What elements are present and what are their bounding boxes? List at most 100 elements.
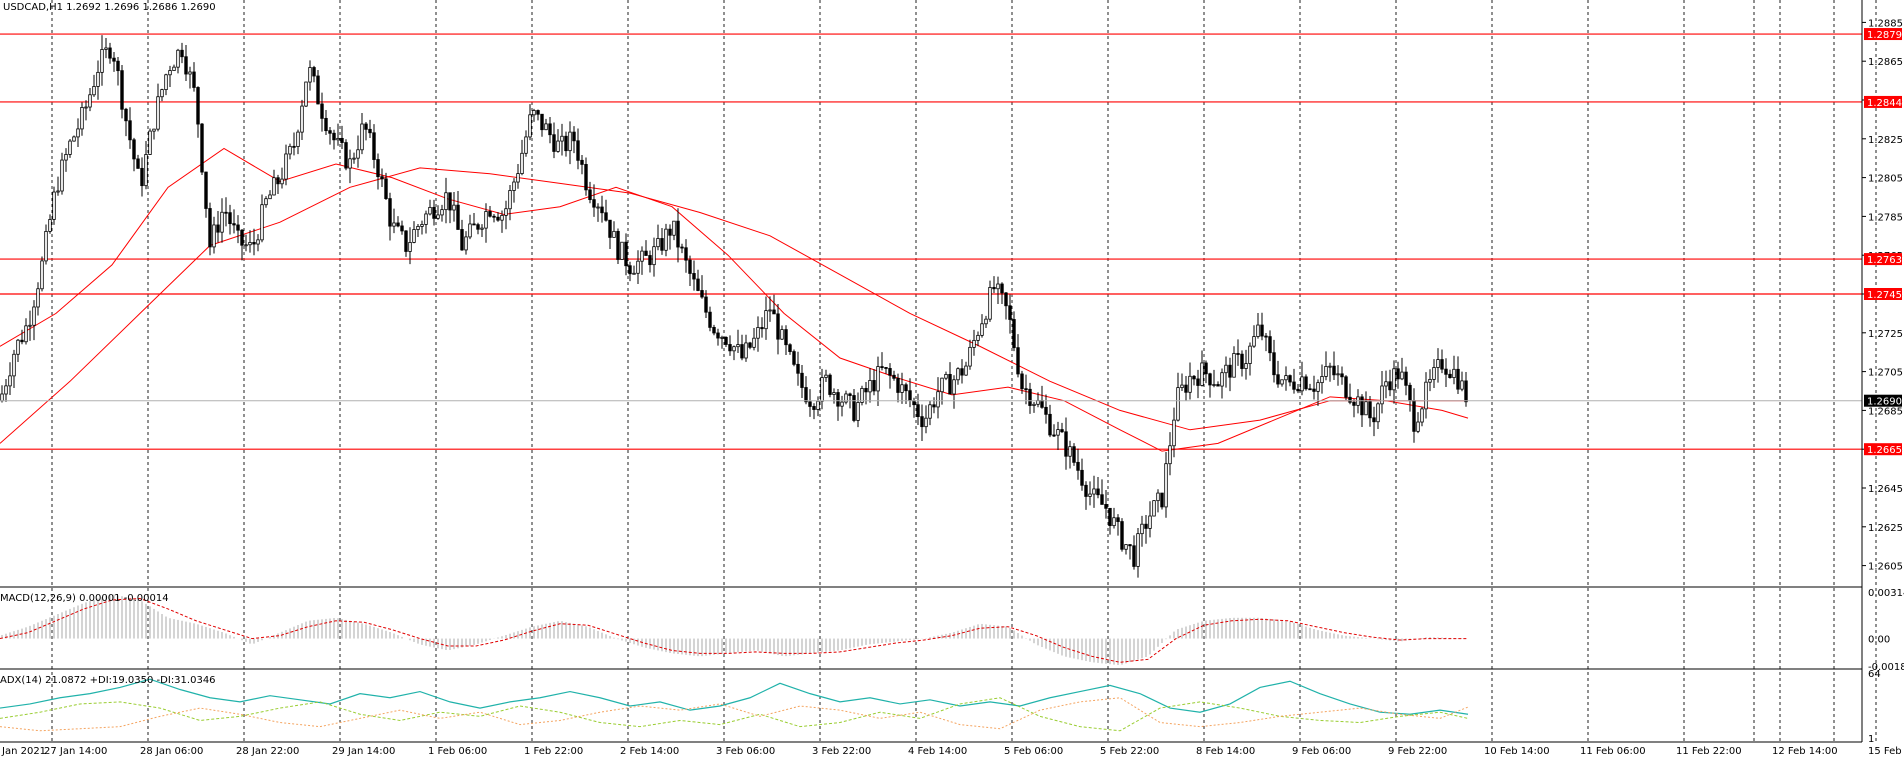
candle[interactable] bbox=[88, 87, 92, 112]
candle[interactable] bbox=[1240, 350, 1244, 377]
candle[interactable] bbox=[1444, 358, 1448, 387]
candle[interactable] bbox=[196, 86, 200, 138]
candle[interactable] bbox=[76, 118, 80, 147]
candle[interactable] bbox=[244, 234, 248, 252]
candle[interactable] bbox=[648, 250, 652, 273]
candle[interactable] bbox=[140, 157, 144, 197]
candle[interactable] bbox=[72, 135, 76, 142]
candle[interactable] bbox=[540, 113, 544, 137]
candle[interactable] bbox=[784, 325, 788, 356]
candle[interactable] bbox=[144, 140, 148, 190]
candle[interactable] bbox=[612, 221, 616, 238]
candle[interactable] bbox=[732, 345, 736, 361]
candle[interactable] bbox=[116, 57, 120, 86]
candle[interactable] bbox=[56, 176, 60, 196]
candle[interactable] bbox=[360, 113, 364, 155]
candle[interactable] bbox=[8, 362, 12, 396]
candle[interactable] bbox=[1256, 312, 1260, 339]
candle[interactable] bbox=[268, 190, 272, 200]
candle[interactable] bbox=[600, 195, 604, 223]
candle[interactable] bbox=[1364, 391, 1368, 416]
candle[interactable] bbox=[876, 356, 880, 406]
candle[interactable] bbox=[1044, 394, 1048, 424]
candle[interactable] bbox=[1244, 349, 1248, 380]
candle[interactable] bbox=[1048, 404, 1052, 438]
candle[interactable] bbox=[684, 239, 688, 273]
candle[interactable] bbox=[1008, 294, 1012, 334]
candle[interactable] bbox=[1288, 374, 1292, 387]
candle[interactable] bbox=[1200, 350, 1204, 387]
candle[interactable] bbox=[1300, 361, 1304, 396]
candle[interactable] bbox=[1120, 518, 1124, 552]
candle[interactable] bbox=[1180, 373, 1184, 391]
candle[interactable] bbox=[1332, 351, 1336, 380]
candle[interactable] bbox=[160, 88, 164, 102]
candle[interactable] bbox=[1432, 359, 1436, 388]
candle[interactable] bbox=[1224, 356, 1228, 388]
candle[interactable] bbox=[112, 52, 116, 72]
candle[interactable] bbox=[404, 230, 408, 257]
candle[interactable] bbox=[212, 216, 216, 254]
candle[interactable] bbox=[260, 194, 264, 243]
candle[interactable] bbox=[896, 373, 900, 403]
candle[interactable] bbox=[1116, 514, 1120, 536]
candle[interactable] bbox=[752, 328, 756, 351]
candle[interactable] bbox=[356, 135, 360, 168]
adx-panel[interactable] bbox=[0, 678, 1469, 732]
candle[interactable] bbox=[180, 42, 184, 64]
candle[interactable] bbox=[740, 334, 744, 361]
candle[interactable] bbox=[620, 241, 624, 260]
candle[interactable] bbox=[80, 102, 84, 136]
candle[interactable] bbox=[1192, 374, 1196, 386]
candle[interactable] bbox=[980, 314, 984, 338]
candle[interactable] bbox=[384, 172, 388, 200]
candle[interactable] bbox=[828, 373, 832, 398]
candle[interactable] bbox=[1012, 311, 1016, 352]
candle[interactable] bbox=[428, 199, 432, 216]
candle[interactable] bbox=[280, 167, 284, 189]
candle[interactable] bbox=[1236, 339, 1240, 366]
candle[interactable] bbox=[132, 137, 136, 172]
candle[interactable] bbox=[276, 174, 280, 194]
candle[interactable] bbox=[1316, 379, 1320, 406]
candle[interactable] bbox=[1324, 351, 1328, 381]
candle[interactable] bbox=[900, 372, 904, 404]
candle[interactable] bbox=[636, 250, 640, 285]
candle[interactable] bbox=[1152, 500, 1156, 517]
candle[interactable] bbox=[1420, 407, 1424, 427]
candle[interactable] bbox=[1080, 458, 1084, 491]
candle[interactable] bbox=[316, 69, 320, 105]
candle[interactable] bbox=[944, 371, 948, 381]
candle[interactable] bbox=[1312, 375, 1316, 400]
candle[interactable] bbox=[1344, 375, 1348, 401]
candle[interactable] bbox=[64, 148, 68, 172]
candle[interactable] bbox=[28, 310, 32, 341]
candle[interactable] bbox=[1064, 417, 1068, 470]
candle[interactable] bbox=[1272, 339, 1276, 383]
candle[interactable] bbox=[1220, 368, 1224, 399]
candle[interactable] bbox=[168, 65, 172, 88]
candle[interactable] bbox=[1060, 422, 1064, 433]
candle[interactable] bbox=[700, 275, 704, 299]
candle[interactable] bbox=[1212, 369, 1216, 388]
candle[interactable] bbox=[1112, 507, 1116, 529]
candle[interactable] bbox=[136, 154, 140, 169]
candle[interactable] bbox=[824, 369, 828, 383]
candle[interactable] bbox=[592, 184, 596, 217]
candle[interactable] bbox=[1340, 366, 1344, 385]
candle[interactable] bbox=[820, 368, 824, 410]
candle[interactable] bbox=[1208, 372, 1212, 398]
candle[interactable] bbox=[332, 129, 336, 150]
candle[interactable] bbox=[812, 403, 816, 420]
candle[interactable] bbox=[1056, 421, 1060, 450]
candle[interactable] bbox=[1164, 451, 1168, 518]
candle[interactable] bbox=[248, 230, 252, 253]
candle[interactable] bbox=[128, 107, 132, 149]
candle[interactable] bbox=[644, 240, 648, 256]
candle[interactable] bbox=[184, 44, 188, 82]
candle[interactable] bbox=[416, 223, 420, 238]
candle[interactable] bbox=[120, 65, 124, 119]
candle[interactable] bbox=[1088, 481, 1092, 506]
candle[interactable] bbox=[1400, 357, 1404, 381]
